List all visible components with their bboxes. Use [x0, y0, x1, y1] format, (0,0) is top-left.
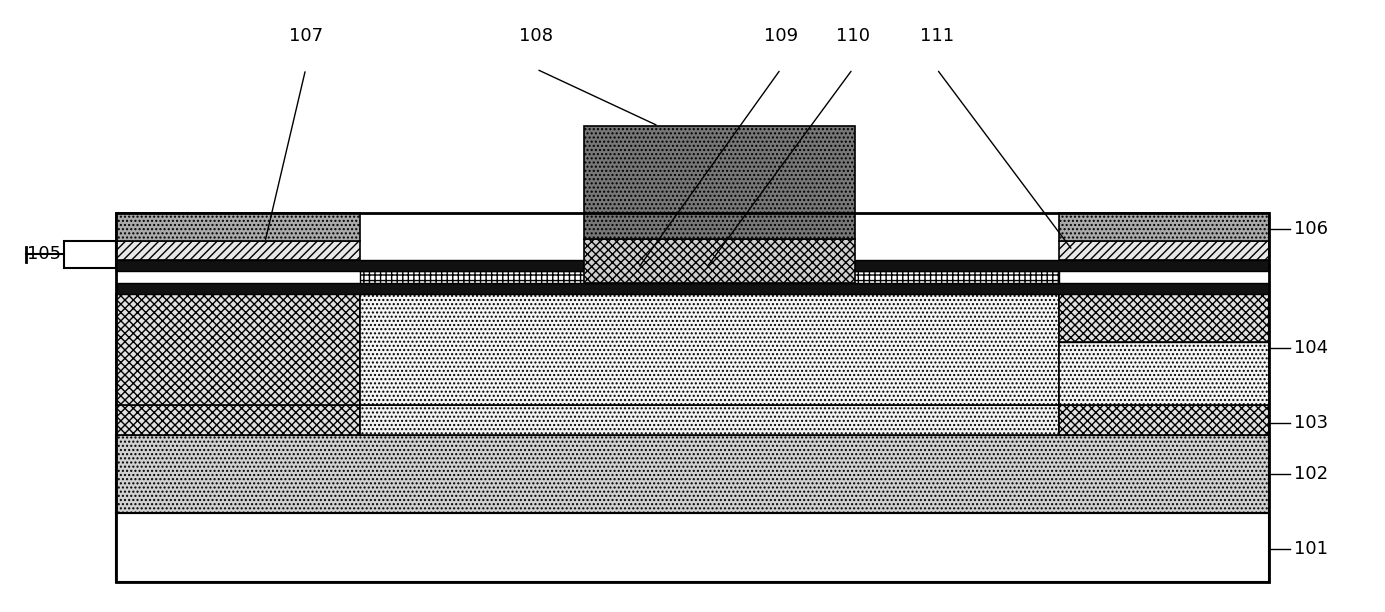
Text: 111: 111	[920, 27, 954, 45]
Text: 106: 106	[1294, 220, 1328, 238]
Text: 103: 103	[1294, 414, 1328, 432]
Text: 110: 110	[835, 27, 870, 45]
Bar	[116, 513, 1270, 582]
Bar	[360, 405, 1060, 435]
Bar	[1060, 294, 1269, 342]
Text: 105: 105	[28, 245, 61, 263]
Text: 104: 104	[1294, 339, 1328, 357]
Bar	[116, 213, 1270, 582]
Text: 101: 101	[1294, 540, 1328, 558]
Bar	[1060, 405, 1269, 435]
Bar	[116, 241, 360, 261]
Text: 107: 107	[288, 27, 323, 45]
Text: 102: 102	[1294, 465, 1328, 483]
Bar	[1060, 241, 1269, 261]
Bar	[116, 405, 360, 435]
Bar	[116, 261, 1270, 271]
Bar	[116, 435, 1270, 513]
Bar	[116, 294, 360, 405]
Bar	[116, 213, 360, 241]
Bar	[360, 294, 1060, 405]
Bar	[584, 126, 856, 239]
Bar	[1060, 213, 1269, 241]
Bar	[360, 271, 1060, 283]
Bar	[584, 239, 856, 283]
Bar	[116, 283, 1270, 294]
Bar	[1060, 342, 1269, 405]
Bar	[64, 241, 116, 268]
Text: 108: 108	[519, 27, 554, 45]
Text: 109: 109	[763, 27, 798, 45]
